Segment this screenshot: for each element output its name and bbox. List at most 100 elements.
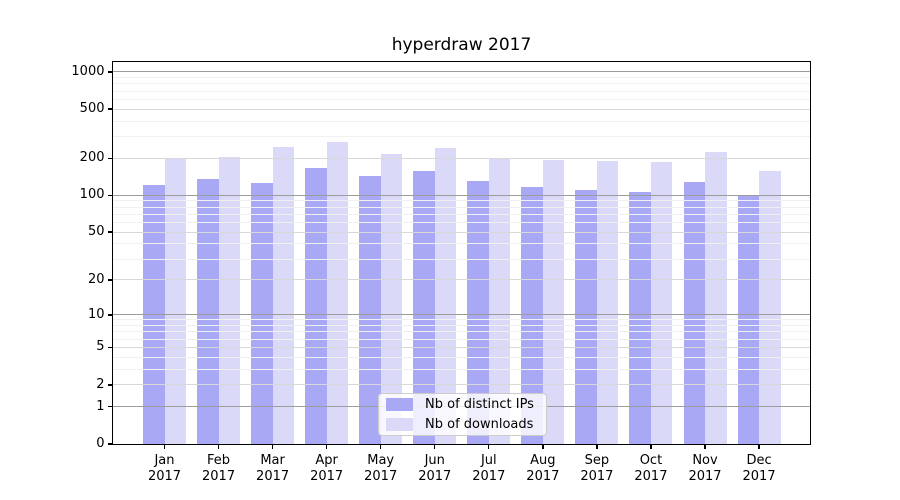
x-tick-year: 2017: [688, 468, 722, 484]
x-tick-mark-oct: [650, 444, 652, 449]
x-tick-label-dec: Dec 2017: [731, 453, 787, 484]
x-tick-label-feb: Feb 2017: [191, 453, 247, 484]
bar-downloads-apr: [326, 142, 349, 444]
gridline-minor-800: [113, 83, 810, 85]
x-tick-year: 2017: [147, 468, 182, 484]
y-tick-mark-100: [107, 194, 113, 197]
x-tick-mark-jan: [163, 444, 166, 449]
y-tick-mark-2: [107, 384, 113, 386]
chart-title: hyperdraw 2017: [391, 35, 532, 55]
gridline-5: [113, 346, 810, 348]
gridline-minor-60: [113, 222, 810, 224]
x-tick-month: Dec: [746, 453, 772, 468]
x-tick-month: Jun: [424, 453, 445, 468]
gridline-minor-6: [113, 338, 810, 340]
gridline-minor-600: [113, 98, 810, 100]
gridline-minor-7: [113, 331, 810, 333]
x-tick-mark-jul: [488, 444, 490, 449]
gridline-minor-700: [113, 90, 810, 92]
gridline-2: [113, 384, 810, 386]
y-tick-label-1: 1: [96, 398, 105, 414]
gridline-20: [113, 279, 810, 281]
y-tick-label-200: 200: [79, 150, 105, 166]
bar-ips-apr: [305, 167, 327, 444]
gridline-minor-30: [113, 258, 810, 260]
x-tick-mark-may: [380, 444, 382, 449]
y-tick-label-1000: 1000: [71, 63, 105, 79]
bar-ips-mar: [251, 182, 273, 444]
gridline-minor-70: [113, 213, 810, 215]
gridline-minor-400: [113, 120, 810, 122]
gridline-minor-80: [113, 206, 810, 208]
x-tick-label-apr: Apr 2017: [299, 453, 355, 484]
gridline-minor-9: [113, 319, 810, 321]
x-tick-month: Nov: [692, 453, 718, 468]
x-tick-month: Oct: [639, 453, 663, 468]
y-tick-mark-500: [107, 108, 113, 110]
gridlines-layer: [113, 62, 810, 444]
x-tick-mark-dec: [758, 444, 760, 449]
x-tick-mark-nov: [704, 444, 706, 449]
x-tick-label-jun: Jun 2017: [407, 453, 463, 484]
x-tick-label-sep: Sep 2017: [569, 453, 625, 484]
x-tick-mark-feb: [217, 444, 220, 449]
x-tick-mark-sep: [596, 444, 598, 449]
bar-downloads-jan: [164, 158, 186, 444]
gridline-minor-40: [113, 243, 810, 245]
x-tick-year: 2017: [310, 468, 344, 484]
y-tick-label-100: 100: [79, 187, 105, 203]
y-tick-label-20: 20: [87, 271, 105, 287]
gridline-minor-4: [113, 356, 810, 358]
legend: Nb of distinct IPs Nb of downloads: [378, 393, 547, 436]
legend-entry-distinct-ips: Nb of distinct IPs: [386, 396, 538, 412]
x-tick-month: Aug: [530, 453, 556, 468]
y-tick-label-2: 2: [96, 376, 105, 392]
gridline-500: [113, 108, 810, 110]
x-tick-year: 2017: [418, 468, 452, 484]
y-tick-mark-50: [107, 231, 113, 233]
bar-ips-feb: [197, 179, 219, 444]
x-tick-year: 2017: [742, 468, 776, 484]
x-tick-month: Jan: [154, 453, 175, 468]
x-tick-mark-mar: [271, 444, 274, 449]
gridline-minor-8: [113, 325, 810, 327]
x-tick-label-aug: Aug 2017: [515, 453, 571, 484]
x-tick-year: 2017: [634, 468, 668, 484]
x-tick-month: Feb: [207, 453, 231, 468]
x-tick-label-oct: Oct 2017: [623, 453, 679, 484]
x-tick-label-may: May 2017: [353, 453, 409, 484]
bar-downloads-dec: [759, 170, 781, 444]
x-tick-label-jul: Jul 2017: [461, 453, 517, 484]
x-tick-month: Sep: [584, 453, 610, 468]
y-tick-mark-20: [107, 279, 113, 281]
bar-ips-nov: [683, 181, 705, 444]
x-tick-year: 2017: [472, 468, 506, 484]
gridline-minor-900: [113, 76, 810, 78]
y-tick-label-500: 500: [79, 101, 105, 117]
x-tick-month: Jul: [480, 453, 497, 468]
bar-downloads-aug: [542, 159, 565, 444]
gridline-100: [113, 194, 810, 196]
y-tick-label-10: 10: [87, 306, 105, 322]
bar-downloads-nov: [705, 151, 727, 444]
x-tick-mark-aug: [542, 444, 544, 449]
gridline-minor-3: [113, 368, 810, 370]
gridline-50: [113, 231, 810, 233]
legend-label-distinct-ips: Nb of distinct IPs: [425, 396, 534, 412]
y-tick-mark-0: [107, 443, 113, 445]
x-tick-month: Mar: [260, 453, 285, 468]
plot-area: [112, 61, 811, 445]
bar-downloads-feb: [218, 156, 241, 444]
x-tick-label-jan: Jan 2017: [137, 453, 193, 484]
y-tick-mark-200: [107, 157, 113, 159]
legend-entry-downloads: Nb of downloads: [386, 417, 538, 432]
y-tick-mark-1000: [107, 71, 113, 73]
x-tick-month: Apr: [315, 453, 338, 468]
bar-ips-sep: [575, 189, 597, 444]
gridline-1000: [113, 71, 810, 73]
x-tick-mark-apr: [325, 444, 328, 449]
bar-ips-jun: [413, 171, 435, 444]
y-tick-label-50: 50: [87, 224, 105, 240]
bar-ips-may: [359, 175, 381, 444]
